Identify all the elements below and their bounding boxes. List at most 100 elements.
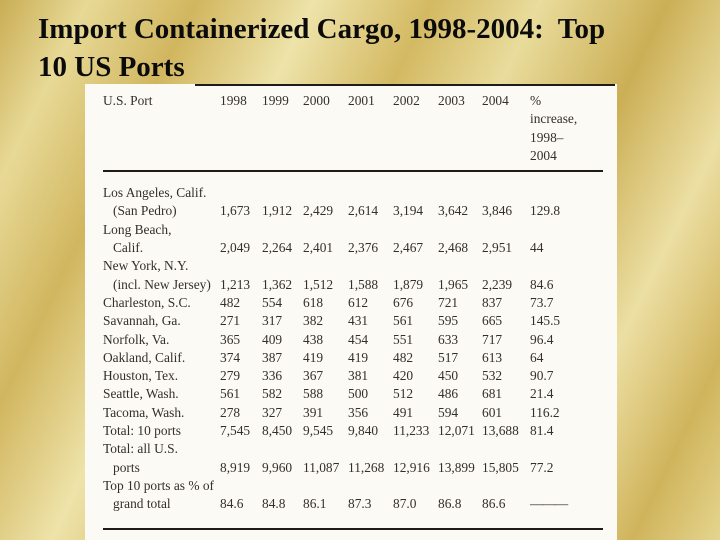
year-value-cell: 11,268 (348, 459, 385, 475)
pct-increase-cell: 81.4 (530, 423, 554, 439)
year-value-cell: 374 (220, 349, 241, 365)
year-value-cell: 8,450 (262, 423, 293, 439)
year-value-cell: 11,087 (303, 459, 340, 475)
port-name-cell: Norfolk, Va. (103, 331, 170, 347)
year-value-cell: 2,614 (348, 203, 379, 219)
year-value-cell: 618 (303, 294, 324, 310)
year-value-cell: 86.1 (303, 496, 327, 512)
year-value-cell: 532 (482, 368, 503, 384)
pct-increase-cell: 44 (530, 240, 544, 256)
year-value-cell: 367 (303, 368, 324, 384)
port-name-cell: Long Beach, Calif. (103, 221, 172, 256)
table-row: Tacoma, Wash. 278 327 391 356 491 594 601 116.2 (103, 404, 603, 422)
year-value-cell: 8,919 (220, 459, 251, 475)
year-value-cell: 2,401 (303, 240, 334, 256)
year-value-cell: 837 (482, 294, 503, 310)
year-value-cell: 665 (482, 313, 503, 329)
header-year-cell: 2002 (393, 92, 438, 173)
header-year-cell: 2003 (438, 92, 482, 173)
header-port-cell: U.S. Port (103, 92, 220, 173)
table-row: New York, N.Y. (incl. New Jersey) 1,213 1,3… (103, 257, 603, 294)
pct-increase-cell: 145.5 (530, 313, 561, 329)
pct-increase-cell: 64 (530, 349, 544, 365)
port-name-cell: Tacoma, Wash. (103, 404, 185, 420)
port-name-cell: Oakland, Calif. (103, 349, 186, 365)
year-value-cell: 9,840 (348, 423, 379, 439)
year-value-cell: 2,239 (482, 276, 513, 292)
year-value-cell: 1,362 (262, 276, 293, 292)
year-value-cell: 86.6 (482, 496, 506, 512)
year-value-cell: 419 (348, 349, 369, 365)
pct-increase-cell: 21.4 (530, 386, 554, 402)
port-name-cell: Savannah, Ga. (103, 313, 181, 329)
table-row: Total: 10 ports 7,545 8,450 9,545 9,840 11,23… (103, 422, 603, 440)
header-year-cell: 1999 (262, 92, 303, 173)
year-value-cell: 391 (303, 404, 324, 420)
year-value-cell: 1,912 (262, 203, 293, 219)
year-value-cell: 271 (220, 313, 241, 329)
year-value-cell: 1,673 (220, 203, 251, 219)
year-value-cell: 409 (262, 331, 283, 347)
pct-increase-cell: 129.8 (530, 203, 561, 219)
year-value-cell: 3,642 (438, 203, 469, 219)
year-value-cell: 554 (262, 294, 283, 310)
table-row: Top 10 ports as % of grand total 84.6 84.8 8… (103, 477, 603, 529)
table-row: Los Angeles, Calif. (San Pedro) 1,673 1,912… (103, 171, 603, 221)
pct-increase-cell: 90.7 (530, 368, 554, 384)
year-value-cell: 2,951 (482, 240, 513, 256)
year-value-cell: 327 (262, 404, 283, 420)
year-value-cell: 601 (482, 404, 503, 420)
pct-increase-cell: ——— (530, 496, 568, 512)
table-scan-panel: U.S. Port 1998 1999 2000 2001 2002 2003 2004% in… (85, 84, 617, 540)
year-value-cell: 517 (438, 349, 459, 365)
year-value-cell: 500 (348, 386, 369, 402)
year-value-cell: 612 (348, 294, 369, 310)
year-value-cell: 2,467 (393, 240, 424, 256)
port-name-cell: Los Angeles, Calif. (San Pedro) (103, 185, 207, 219)
table-row: Savannah, Ga. 271 317 382 431 561 595 665 145.5 (103, 312, 603, 330)
year-value-cell: 1,512 (303, 276, 334, 292)
year-value-cell: 613 (482, 349, 503, 365)
year-value-cell: 482 (220, 294, 241, 310)
year-value-cell: 3,194 (393, 203, 424, 219)
table-row: Oakland, Calif. 374 387 419 419 482 517 613 64 (103, 349, 603, 367)
header-year-cell: 2001 (348, 92, 393, 173)
port-name-cell: Top 10 ports as % of grand total (103, 477, 215, 512)
pct-increase-cell: 73.7 (530, 294, 554, 310)
year-value-cell: 279 (220, 368, 241, 384)
year-value-cell: 582 (262, 386, 283, 402)
year-value-cell: 13,899 (438, 459, 475, 475)
year-value-cell: 454 (348, 331, 369, 347)
year-value-cell: 594 (438, 404, 459, 420)
year-value-cell: 676 (393, 294, 414, 310)
year-value-cell: 551 (393, 331, 414, 347)
year-value-cell: 13,688 (482, 423, 519, 439)
year-value-cell: 2,376 (348, 240, 379, 256)
year-value-cell: 84.8 (262, 496, 286, 512)
year-value-cell: 1,213 (220, 276, 251, 292)
year-value-cell: 1,879 (393, 276, 424, 292)
year-value-cell: 7,545 (220, 423, 251, 439)
table-row: Total: all U.S. ports 8,919 9,960 11,087 11,2… (103, 440, 603, 477)
year-value-cell: 365 (220, 331, 241, 347)
table-top-rule (195, 84, 615, 86)
table-row: Norfolk, Va. 365 409 438 454 551 633 717 96.4 (103, 331, 603, 349)
pct-increase-cell: 77.2 (530, 459, 554, 475)
year-value-cell: 11,233 (393, 423, 430, 439)
year-value-cell: 9,960 (262, 459, 293, 475)
year-value-cell: 561 (220, 386, 241, 402)
table-row: Seattle, Wash. 561 582 588 500 512 486 681 21.4 (103, 385, 603, 403)
year-value-cell: 588 (303, 386, 324, 402)
slide-title-line1: Import Containerized Cargo, 1998-2004: T… (38, 13, 606, 45)
year-value-cell: 87.3 (348, 496, 372, 512)
year-value-cell: 450 (438, 368, 459, 384)
year-value-cell: 336 (262, 368, 283, 384)
table-row: Charleston, S.C. 482 554 618 612 676 721 837 73.… (103, 294, 603, 312)
table-row: Long Beach, Calif. 2,049 2,264 2,401 2,376 2,4… (103, 221, 603, 258)
year-value-cell: 1,965 (438, 276, 469, 292)
year-value-cell: 482 (393, 349, 414, 365)
year-value-cell: 3,846 (482, 203, 513, 219)
year-value-cell: 2,468 (438, 240, 469, 256)
port-name-cell: Seattle, Wash. (103, 386, 179, 402)
slide-title-line2: 10 US Ports (38, 51, 185, 83)
